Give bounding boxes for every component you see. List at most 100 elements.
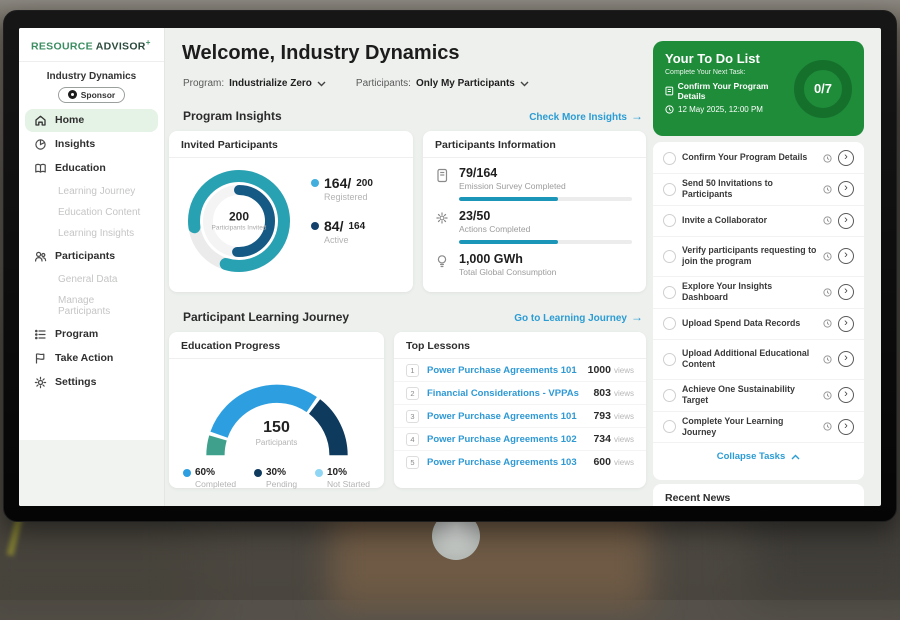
home-icon [34,114,47,127]
lesson-link[interactable]: Power Purchase Agreements 101 [427,365,588,376]
lesson-rank: 5 [406,456,419,469]
lesson-link[interactable]: Financial Considerations - VPPAs [427,388,593,399]
task-checkbox[interactable] [663,152,676,165]
card-title: Participants Information [423,131,646,158]
clock-icon [823,154,832,163]
donut-center: 200 Participants Invited [210,209,268,232]
sidebar-item-home[interactable]: Home [25,109,158,132]
task-open-button[interactable]: › [838,387,854,403]
chevron-up-icon [791,454,800,460]
task-open-button[interactable]: › [838,284,854,300]
check-more-insights-link[interactable]: Check More Insights→ [529,109,643,123]
card-title: Invited Participants [169,131,413,158]
actions-progress-bar [459,240,632,244]
go-to-learning-journey-link[interactable]: Go to Learning Journey→ [514,310,643,324]
sidebar-item-general-data[interactable]: General Data [25,269,158,290]
sidebar-item-program[interactable]: Program [25,323,158,346]
sidebar-item-settings[interactable]: Settings [25,371,158,394]
collapse-tasks-link[interactable]: Collapse Tasks [653,443,864,462]
task-row-2[interactable]: Send 50 Invitations to Participants › [653,174,864,206]
invited-donut-chart: 200 Participants Invited [181,163,297,279]
legend-item-not-started: 10% Not Started [315,467,370,489]
todo-due-date: 12 May 2025, 12:00 PM [665,105,794,114]
invited-total: 200 [210,209,268,223]
page-title: Welcome, Industry Dynamics [182,42,460,65]
consumption-icon [435,254,449,269]
lesson-link[interactable]: Power Purchase Agreements 103 [427,457,593,468]
sidebar-item-participants[interactable]: Participants [25,245,158,268]
task-checkbox[interactable] [663,317,676,330]
task-checkbox[interactable] [663,214,676,227]
gauge-center: 150 Participants [232,419,322,447]
stat-emission-survey: 79/164 Emission Survey Completed [423,158,646,201]
sidebar-nav: Home Insights Education Learning Journey… [19,109,164,394]
participants-icon [34,250,47,263]
task-row-7[interactable]: Upload Additional Educational Content › [653,340,864,380]
task-row-8[interactable]: Achieve One Sustainability Target › [653,380,864,412]
task-open-button[interactable]: › [838,351,854,367]
task-row-3[interactable]: Invite a Collaborator › [653,206,864,237]
lesson-link[interactable]: Power Purchase Agreements 101 [427,411,593,422]
task-checkbox[interactable] [663,420,676,433]
task-open-button[interactable]: › [838,316,854,332]
task-checkbox[interactable] [663,353,676,366]
sidebar-item-insights[interactable]: Insights [25,133,158,156]
education-total: 150 [232,419,322,437]
todo-summary-card: Your To Do List Complete Your Next Task:… [653,41,864,136]
todo-next-task[interactable]: Confirm Your Program Details [665,81,794,101]
take-action-icon [34,352,47,365]
logo-text-primary: RESOURCE [31,41,93,53]
todo-task-list: Confirm Your Program Details › Send 50 I… [653,142,864,480]
program-label: Program: [183,78,224,89]
sidebar-item-learning-insights[interactable]: Learning Insights [25,223,158,244]
legend-item-active: 84/164 Active [311,218,373,245]
sidebar-item-education-content[interactable]: Education Content [25,202,158,223]
task-open-button[interactable]: › [838,419,854,435]
task-checkbox[interactable] [663,286,676,299]
registered-dot [311,179,319,187]
task-row-5[interactable]: Explore Your Insights Dashboard › [653,277,864,309]
completed-dot [183,469,191,477]
task-checkbox[interactable] [663,389,676,402]
chevron-down-icon [317,81,326,87]
education-gauge-chart: 150 Participants [180,363,374,463]
task-checkbox[interactable] [663,183,676,196]
invited-legend: 164/200 Registered 84/164 Active [311,175,373,261]
clock-icon [823,319,832,328]
task-row-6[interactable]: Upload Spend Data Records › [653,309,864,340]
arrow-right-icon: → [631,109,643,123]
sidebar-item-education[interactable]: Education [25,157,158,180]
task-row-4[interactable]: Verify participants requesting to join t… [653,237,864,277]
sidebar-item-label: Insights [55,138,95,150]
sidebar-item-learning-journey[interactable]: Learning Journey [25,181,158,202]
participants-dropdown[interactable]: Participants: Only My Participants [356,78,529,89]
legend-item-completed: 60% Completed [183,467,236,489]
pending-dot [254,469,262,477]
task-row-9[interactable]: Complete Your Learning Journey › [653,412,864,444]
task-open-button[interactable]: › [838,248,854,264]
task-open-button[interactable]: › [838,150,854,166]
lesson-link[interactable]: Power Purchase Agreements 102 [427,434,593,445]
program-insights-title: Program Insights [183,109,282,123]
sponsor-icon [68,90,77,99]
sidebar-item-take-action[interactable]: Take Action [25,347,158,370]
task-checkbox[interactable] [663,250,676,263]
active-dot [311,222,319,230]
clock-icon [823,216,832,225]
education-progress-card: Education Progress 150 Participants 60% … [169,332,384,488]
participants-value: Only My Participants [416,78,515,89]
task-open-button[interactable]: › [838,213,854,229]
program-dropdown[interactable]: Program: Industrialize Zero [183,78,326,89]
sponsor-badge[interactable]: Sponsor [58,87,125,103]
sidebar-footer [19,440,164,506]
card-title: Top Lessons [394,332,646,359]
task-open-button[interactable]: › [838,181,854,197]
sidebar-item-manage-participants[interactable]: Manage Participants [25,290,158,322]
task-row-1[interactable]: Confirm Your Program Details › [653,143,864,174]
monitor-bezel: RESOURCE ADVISOR+ Industry Dynamics Spon… [3,10,897,522]
